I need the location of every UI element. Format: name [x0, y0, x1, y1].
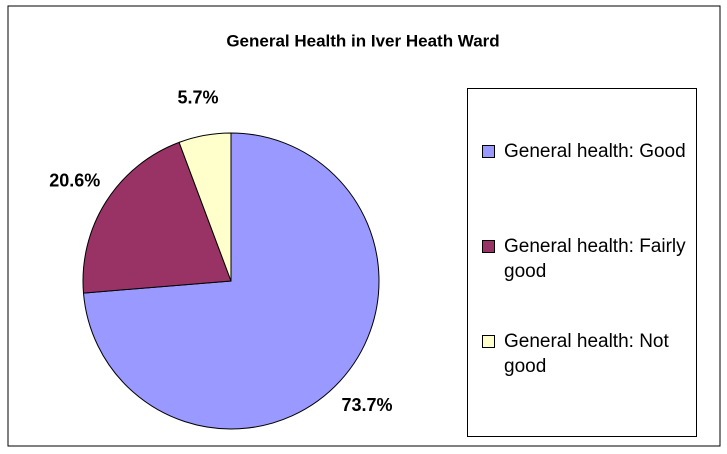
legend-swatch — [482, 145, 495, 158]
pie-slice — [82, 141, 232, 294]
data-label: 5.7% — [178, 88, 219, 108]
legend-label: General health: Not good — [504, 331, 669, 377]
legend-entry: General health: Good — [482, 139, 692, 164]
legend-entry: General health: Fairly good — [482, 234, 692, 284]
legend-swatch — [482, 335, 495, 348]
legend: General health: Good General health: Fair… — [467, 88, 697, 437]
data-label: 20.6% — [49, 171, 100, 191]
legend-label: General health: Fairly good — [504, 236, 686, 282]
legend-swatch — [482, 240, 495, 253]
legend-entry: General health: Not good — [482, 329, 692, 379]
data-label: 73.7% — [342, 395, 393, 415]
legend-label: General health: Good — [504, 141, 686, 162]
chart-title: General Health in Iver Heath Ward — [226, 31, 499, 50]
pie-slice — [178, 132, 232, 282]
